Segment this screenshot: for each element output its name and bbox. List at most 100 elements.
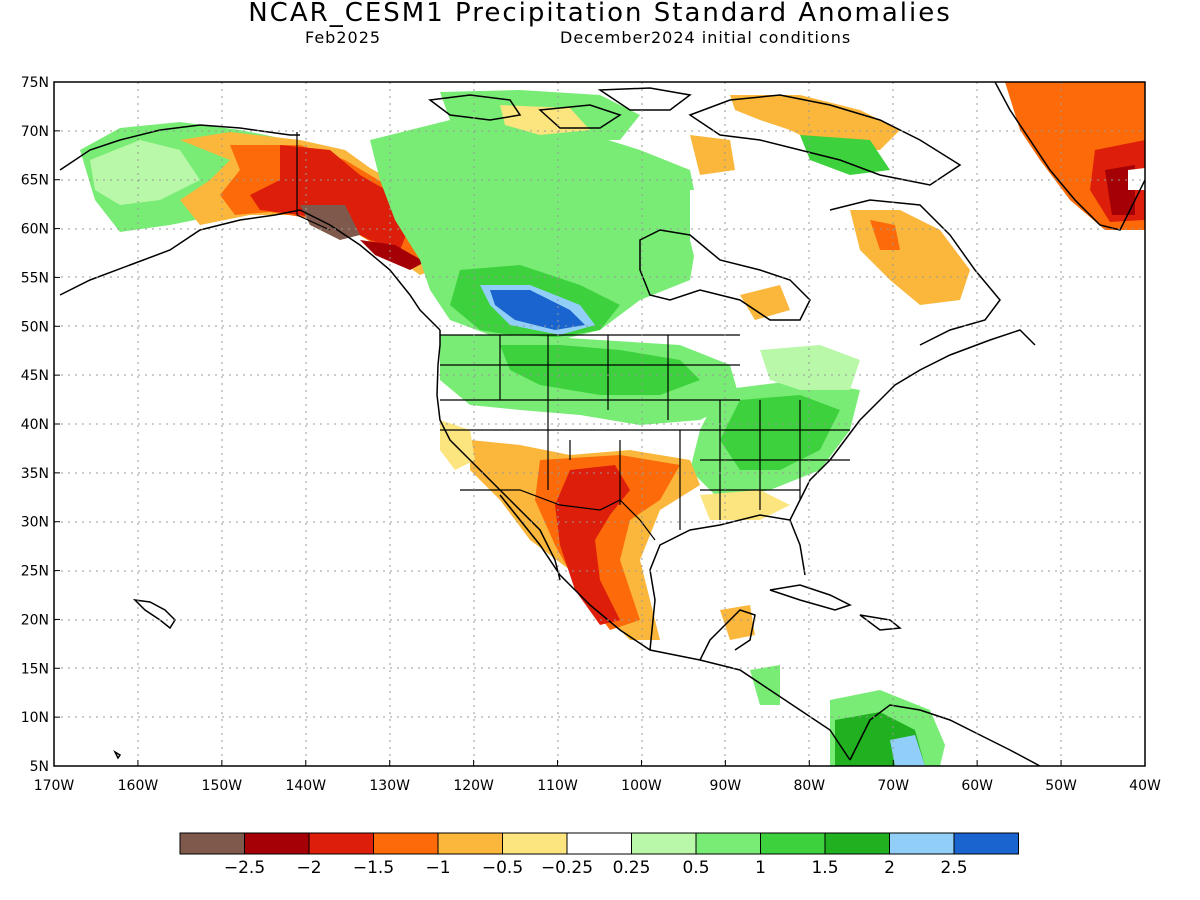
- state-borders: [296, 132, 850, 541]
- anomaly-hudson-strait-dry: [690, 135, 735, 175]
- colorbar-label: −1.5: [353, 858, 394, 878]
- anomaly-hudson-neutral: [690, 190, 800, 310]
- coast-bc-washington: [436, 330, 561, 581]
- colorbar-swatch: [502, 832, 568, 855]
- colorbar-swatch: [760, 832, 826, 855]
- lat-tick-label: 50N: [21, 319, 49, 335]
- lat-tick-label: 35N: [21, 466, 49, 482]
- lon-tick-label: 130W: [369, 778, 410, 794]
- anomaly-alaska-dry-4: [300, 205, 360, 240]
- coastlines: [59, 82, 1145, 766]
- coast-arctic-islands: [428, 87, 692, 129]
- anomaly-yucatan-dry: [720, 605, 755, 640]
- lon-tick-label: 90W: [710, 778, 742, 794]
- colorbar-label: −1: [425, 858, 450, 878]
- lon-tick-label: 50W: [1045, 778, 1077, 794]
- lon-tick-label: 40W: [1129, 778, 1161, 794]
- anomaly-colombia-wet-3: [890, 735, 925, 766]
- anomaly-california-dry: [440, 420, 475, 470]
- colorbar-label: −2: [296, 858, 321, 878]
- lat-tick-label: 20N: [21, 612, 49, 628]
- colorbar-label: −0.25: [541, 858, 593, 878]
- colorbar-label: 0.25: [613, 858, 651, 878]
- anomaly-gulf-coast-dry: [700, 490, 790, 520]
- colorbar-swatch: [889, 832, 955, 855]
- anomaly-greenland-dry-3: [1105, 165, 1135, 215]
- anomaly-central-america-wet: [750, 665, 780, 705]
- lon-tick-label: 150W: [202, 778, 243, 794]
- colorbar-swatch: [953, 832, 1019, 855]
- anomaly-labrador-dry-2: [870, 220, 900, 250]
- lat-tick-label: 55N: [21, 270, 49, 286]
- colorbar-label: 1: [755, 858, 766, 878]
- lat-tick-label: 25N: [21, 564, 49, 580]
- lat-tick-label: 30N: [21, 515, 49, 531]
- lon-tick-label: 160W: [118, 778, 159, 794]
- anomaly-canada-wet: [370, 120, 700, 340]
- lon-tick-label: 60W: [961, 778, 993, 794]
- valid-month: Feb2025: [305, 28, 382, 47]
- colorbar-label: 0.5: [682, 858, 709, 878]
- anomaly-quebec-dry: [740, 285, 790, 320]
- initial-conditions: December2024 initial conditions: [560, 28, 852, 47]
- coast-hawaii: [113, 598, 176, 760]
- lon-tick-label: 80W: [793, 778, 825, 794]
- anomaly-canada-wet-4: [490, 290, 585, 330]
- lon-tick-label: 100W: [621, 778, 662, 794]
- border-alaska-canada: [296, 132, 331, 231]
- colorbar-swatch: [631, 832, 697, 855]
- colorbar-label: −0.5: [482, 858, 523, 878]
- coast-us-east: [789, 329, 1036, 521]
- colorbar-label: −2.5: [224, 858, 265, 878]
- coast-alaska: [59, 124, 441, 331]
- colorbar-label: 2: [884, 858, 895, 878]
- colorbar-swatch: [373, 832, 439, 855]
- coast-hudson-bay: [639, 229, 811, 321]
- coast-labrador: [829, 199, 1001, 346]
- coast-gulf: [649, 514, 806, 651]
- anomaly-east-wet-2: [720, 395, 840, 470]
- anomaly-baffin-dry: [730, 95, 900, 150]
- anomaly-us-north-wet-2: [500, 345, 700, 395]
- coast-greenland: [994, 82, 1145, 231]
- lon-tick-label: 110W: [537, 778, 578, 794]
- lat-tick-label: 70N: [21, 124, 49, 140]
- border-state-grid: [440, 335, 850, 530]
- lat-tick-label: 60N: [21, 222, 49, 238]
- chart-title: NCAR_CESM1 Precipitation Standard Anomal…: [248, 0, 952, 28]
- lon-tick-label: 120W: [453, 778, 494, 794]
- lat-tick-label: 5N: [30, 759, 49, 775]
- anomaly-great-lakes-wet: [760, 345, 860, 390]
- coast-baffin: [688, 94, 962, 186]
- anomaly-fields: [80, 82, 1145, 766]
- colorbar-swatch: [695, 832, 761, 855]
- colorbar-label: 2.5: [940, 858, 967, 878]
- colorbar: −2.5 −2 −1.5 −1 −0.5 −0.25 0.25 0.5 1 1.5 2 2.5: [179, 832, 1019, 878]
- lat-tick-label: 65N: [21, 173, 49, 189]
- anomaly-alaska-wet-light: [90, 140, 200, 205]
- anomaly-greenland-neutral: [1128, 168, 1145, 190]
- coast-yucatan: [699, 609, 756, 661]
- lat-tick-label: 15N: [21, 661, 49, 677]
- colorbar-swatch: [244, 832, 310, 855]
- lon-tick-label: 140W: [285, 778, 326, 794]
- coast-cuba: [769, 584, 902, 631]
- graticule: [54, 82, 1145, 766]
- colorbar-swatch: [566, 832, 632, 855]
- anomaly-baffin-wet: [800, 135, 890, 175]
- lon-tick-label: 170W: [34, 778, 75, 794]
- anomaly-bc-dry: [360, 240, 425, 270]
- lat-tick-label: 45N: [21, 368, 49, 384]
- lat-tick-label: 40N: [21, 417, 49, 433]
- lat-tick-label: 75N: [21, 75, 49, 91]
- colorbar-swatch: [824, 832, 890, 855]
- lon-tick-label: 70W: [877, 778, 909, 794]
- colorbar-swatch: [308, 832, 374, 855]
- lon-axis: 170W 160W 150W 140W 130W 120W 110W 100W 90W 80W 70…: [34, 760, 1161, 794]
- colorbar-swatch: [179, 832, 245, 855]
- lat-tick-label: 10N: [21, 710, 49, 726]
- border-us-mexico: [460, 489, 656, 541]
- lat-axis: 5N 10N 15N 20N 25N 30N 35N 40N 45N 50N 55N 60N 65N 70…: [21, 75, 60, 775]
- anomaly-alaska-dry-3: [250, 145, 410, 250]
